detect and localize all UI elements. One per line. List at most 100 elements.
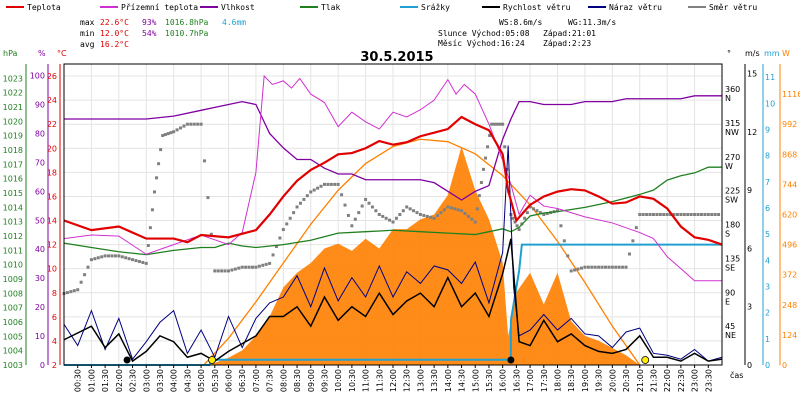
- wind-direction-point: [511, 216, 515, 220]
- wind-direction-point: [346, 213, 350, 217]
- ms-axis-tick: 6: [747, 244, 752, 253]
- wind-direction-point: [189, 122, 193, 126]
- wind-direction-point: [614, 265, 618, 269]
- wind-direction-point: [425, 214, 429, 218]
- wind-direction-point: [196, 122, 200, 126]
- wind-direction-point: [216, 269, 220, 273]
- wind-direction-point: [658, 213, 662, 216]
- x-tick-label: 12:30: [403, 369, 412, 392]
- ms-axis-tick: 12: [747, 128, 757, 137]
- wind-direction-point: [573, 268, 577, 272]
- wind-direction-point: [545, 212, 549, 216]
- wind-direction-point: [96, 256, 100, 260]
- wind-direction-point: [134, 259, 138, 263]
- celsius-axis-tick: 22: [47, 120, 57, 129]
- hpa-axis-tick: 1007: [3, 304, 23, 313]
- wind-direction-point: [377, 213, 381, 216]
- wind-direction-point: [466, 214, 470, 218]
- wind-direction-point: [699, 213, 703, 216]
- x-tick-label: 09:30: [320, 369, 329, 392]
- wm-axis-tick: 620: [782, 211, 797, 220]
- rain-event-marker: [507, 356, 515, 364]
- stat-min-hum: 54%: [142, 29, 157, 38]
- wind-direction-point: [175, 128, 179, 132]
- wind-direction-point: [89, 258, 93, 262]
- x-tick-label: 02:00: [115, 369, 124, 392]
- wind-direction-point: [223, 269, 227, 273]
- x-tick-label: 14:00: [444, 369, 453, 392]
- ms-axis-tick: 15: [747, 70, 757, 79]
- wind-direction-point: [398, 213, 402, 216]
- x-tick-label: 18:00: [554, 369, 563, 392]
- ms-unit: m/s: [745, 49, 760, 58]
- axis-units: hPa % °C ° m/s mm W čas: [3, 49, 790, 380]
- celsius-axis-tick: 24: [47, 96, 57, 105]
- wind-direction-point: [326, 182, 330, 186]
- mm-axis-tick: 3: [765, 282, 770, 291]
- wind-direction-point: [503, 145, 507, 149]
- x-tick-label: 20:00: [608, 369, 617, 392]
- wind-direction-point: [542, 213, 546, 216]
- wind-direction-point: [607, 265, 611, 269]
- mm-axis-tick: 9: [765, 125, 770, 134]
- x-tick-label: 08:00: [279, 369, 288, 392]
- mm-axis-tick: 7: [765, 178, 770, 187]
- wind-direction-point: [463, 212, 467, 216]
- wind-direction-point: [137, 260, 141, 264]
- wind-direction-point: [343, 203, 347, 207]
- x-tick-label: 23:00: [691, 369, 700, 392]
- wind-direction-point: [662, 213, 666, 216]
- wind-direction-point: [146, 244, 150, 248]
- direction-compass-tick: SW: [725, 196, 738, 205]
- wind-direction-point: [523, 216, 527, 220]
- mm-unit: mm: [764, 49, 780, 58]
- series-tlak: [63, 166, 722, 256]
- pct-axis-tick: 90: [35, 101, 45, 110]
- hpa-axis-tick: 1022: [3, 89, 23, 98]
- wind-direction-point: [220, 269, 224, 273]
- legend-vlhkost: Vlhkost: [221, 3, 255, 12]
- stat-max-press: 1016.8hPa: [165, 18, 209, 27]
- wind-direction-point: [603, 265, 607, 269]
- x-tick-label: 15:30: [485, 369, 494, 392]
- direction-compass-tick: N: [725, 94, 731, 103]
- x-tick-label: 17:00: [526, 369, 535, 392]
- wind-direction-point: [144, 261, 148, 265]
- legend-srazky: Srážky: [421, 3, 450, 12]
- hpa-axis-tick: 1020: [3, 117, 23, 126]
- wind-direction-point: [470, 217, 474, 221]
- wind-direction-point: [257, 264, 261, 268]
- wind-direction-point: [717, 213, 721, 216]
- wind-direction-point: [689, 213, 693, 216]
- wind-direction-point: [453, 207, 457, 211]
- x-tick-label: 09:00: [307, 369, 316, 392]
- x-tick-label: 18:30: [567, 369, 576, 392]
- direction-degree-tick: 45: [725, 322, 735, 331]
- wind-direction-point: [515, 224, 519, 228]
- stat-rain-total: 4.6mm: [222, 18, 246, 27]
- wind-direction-point: [370, 205, 374, 209]
- celsius-axis-tick: 26: [47, 72, 57, 81]
- celsius-axis-tick: 12: [47, 241, 57, 250]
- legend-rychlost-vetru: Rychlost větru: [503, 3, 571, 12]
- x-tick-label: 17:30: [540, 369, 549, 392]
- wind-direction-point: [103, 254, 107, 258]
- wind-direction-point: [696, 213, 700, 216]
- celsius-axis-tick: 8: [52, 289, 57, 298]
- wind-direction-point: [83, 273, 87, 277]
- pct-axis-tick: 10: [35, 332, 45, 341]
- wind-direction-point: [155, 176, 159, 180]
- wind-direction-point: [100, 255, 104, 259]
- stat-max-label: max: [80, 18, 95, 27]
- direction-compass-tick: W: [725, 162, 733, 171]
- wind-direction-point: [442, 208, 446, 212]
- x-tick-label: 05:00: [197, 369, 206, 392]
- wind-direction-point: [481, 167, 485, 171]
- wind-direction-point: [364, 197, 368, 201]
- wind-direction-point: [148, 226, 152, 230]
- wind-direction-point: [360, 204, 364, 208]
- wind-direction-point: [627, 252, 631, 256]
- wind-direction-point: [388, 218, 392, 222]
- wind-direction-point: [76, 288, 80, 292]
